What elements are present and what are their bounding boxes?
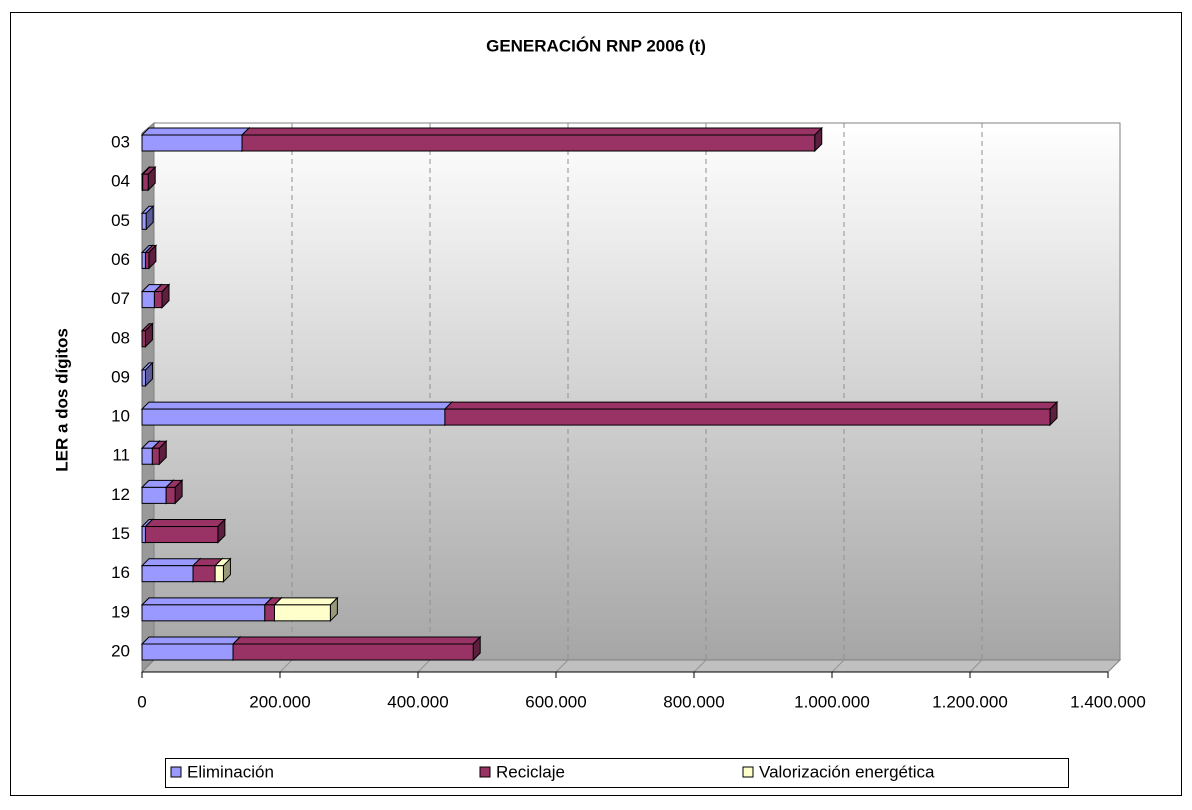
y-axis-title: LER a dos dígitos: [52, 328, 71, 472]
legend-label: Valorización energética: [759, 762, 935, 781]
floor: [140, 659, 1122, 673]
y-tick-label: 04: [111, 172, 130, 191]
bar: [153, 291, 163, 309]
bar-top: [144, 519, 227, 528]
grid-line-floor: [693, 659, 707, 673]
x-tick-label: 1.200.000: [932, 692, 1008, 711]
y-tick-label: 19: [111, 602, 130, 621]
bar: [144, 526, 219, 544]
y-tick-label: 07: [111, 289, 130, 308]
bar-top: [140, 401, 454, 410]
bar: [142, 173, 149, 191]
y-tick-label: 12: [111, 485, 130, 504]
bar: [141, 330, 146, 348]
y-tick-label: 05: [111, 211, 130, 230]
bar: [151, 447, 160, 465]
bar-top: [140, 558, 202, 567]
legend-label: Reciclaje: [496, 762, 565, 781]
side-wall: [141, 121, 155, 674]
y-tick-label: 20: [111, 641, 130, 660]
bar-top: [443, 401, 1059, 410]
grid-line-floor: [279, 659, 293, 673]
grid-line-floor: [555, 659, 569, 673]
bar-top: [273, 597, 339, 606]
bar-top: [240, 127, 823, 136]
grid-line-floor: [831, 659, 845, 673]
bar: [264, 604, 275, 622]
bar: [444, 408, 1051, 426]
bar: [141, 291, 155, 309]
bar: [141, 212, 147, 230]
x-tick-label: 800.000: [663, 692, 724, 711]
back-wall: [153, 122, 1121, 661]
x-tick-label: 200.000: [249, 692, 310, 711]
bar: [141, 134, 243, 152]
x-tick-label: 600.000: [525, 692, 586, 711]
x-tick-label: 0: [137, 692, 146, 711]
bar: [214, 565, 224, 583]
bar: [141, 643, 234, 661]
bar: [141, 526, 146, 544]
bar: [144, 251, 150, 269]
x-tick-label: 1.000.000: [794, 692, 870, 711]
y-tick-label: 08: [111, 328, 130, 347]
bar: [141, 251, 146, 269]
bar: [141, 447, 153, 465]
legend-swatch: [479, 766, 491, 778]
bar: [141, 369, 146, 387]
legend: [165, 758, 1069, 788]
bar: [273, 604, 331, 622]
bar: [141, 408, 446, 426]
x-tick-label: 1.400.000: [1070, 692, 1146, 711]
bar-top: [140, 127, 251, 136]
chart-title: GENERACIÓN RNP 2006 (t): [486, 36, 706, 55]
bar: [141, 604, 266, 622]
y-tick-label: 15: [111, 524, 130, 543]
y-tick-label: 06: [111, 250, 130, 269]
bar: [241, 134, 816, 152]
bar: [232, 643, 474, 661]
bar: [141, 486, 167, 504]
legend-swatch: [742, 766, 754, 778]
bar-top: [231, 636, 482, 645]
bar: [192, 565, 216, 583]
y-tick-label: 09: [111, 367, 130, 386]
bar-top: [140, 597, 274, 606]
legend-swatch: [170, 766, 182, 778]
grid-line-floor: [417, 659, 431, 673]
grid-line-floor: [969, 659, 983, 673]
y-tick-label: 11: [112, 446, 130, 465]
legend-label: Eliminación: [187, 762, 274, 781]
bar-top: [140, 636, 242, 645]
y-tick-label: 10: [111, 407, 130, 426]
bar: [141, 565, 194, 583]
y-tick-label: 03: [111, 132, 130, 151]
y-tick-label: 16: [111, 563, 130, 582]
bar: [165, 486, 176, 504]
x-tick-label: 400.000: [387, 692, 448, 711]
